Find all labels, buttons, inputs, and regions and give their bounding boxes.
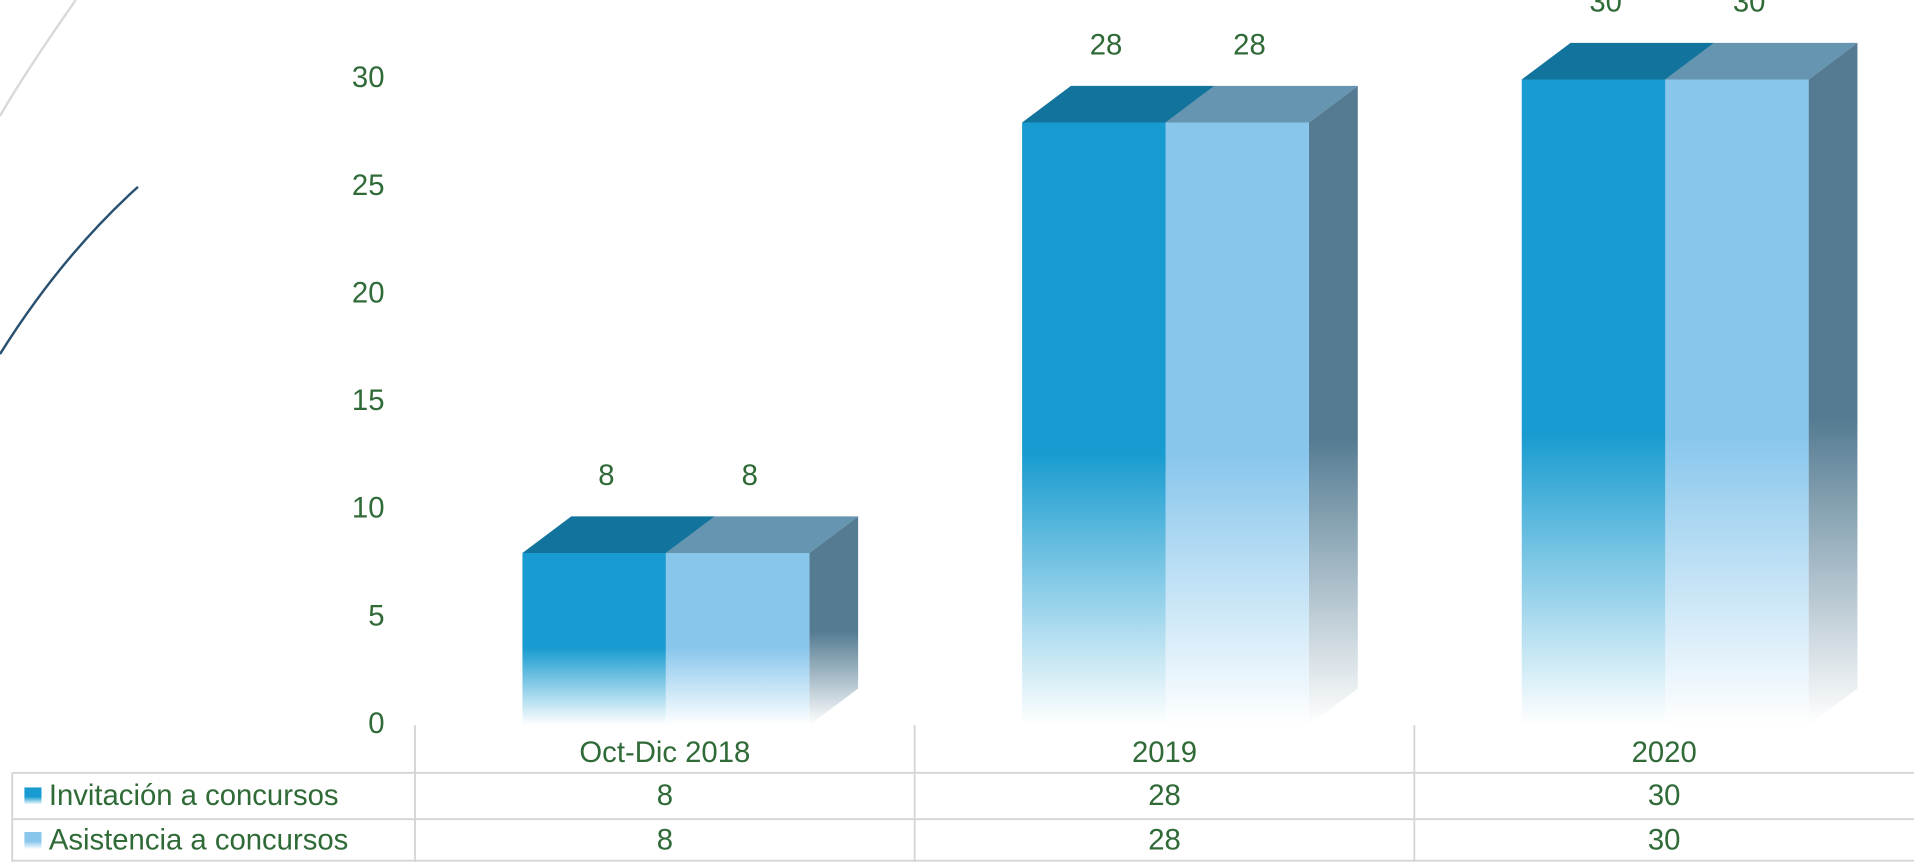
table-value: 8 <box>657 823 673 856</box>
x-tick-label: Oct-Dic 2018 <box>579 736 750 769</box>
y-tick-label: 20 <box>352 276 385 309</box>
data-label: 30 <box>1589 0 1622 19</box>
data-label: 8 <box>598 459 614 492</box>
table-value: 28 <box>1148 823 1181 856</box>
table-value: 28 <box>1148 779 1181 812</box>
data-label: 8 <box>742 459 758 492</box>
bar <box>522 552 666 726</box>
data-label: 30 <box>1733 0 1766 19</box>
decor-line <box>0 185 139 355</box>
y-tick-label: 25 <box>352 169 385 202</box>
table-value: 30 <box>1648 779 1681 812</box>
y-tick-label: 30 <box>352 61 385 94</box>
bar-top <box>1665 42 1858 80</box>
bar-top <box>1165 85 1358 123</box>
data-label: 28 <box>1233 29 1266 62</box>
y-tick-label: 10 <box>352 492 385 525</box>
x-tick-label: 2019 <box>1132 736 1197 769</box>
bar <box>665 552 810 726</box>
y-tick-label: 15 <box>352 384 385 417</box>
bar-top <box>522 516 715 553</box>
y-tick-label: 5 <box>368 599 384 632</box>
y-tick-label: 0 <box>368 707 384 740</box>
bar-side <box>1308 85 1358 726</box>
data-label: 28 <box>1090 29 1123 62</box>
x-tick-label: 2020 <box>1632 736 1697 769</box>
bar <box>1165 122 1309 726</box>
bar-side <box>1808 42 1858 726</box>
bar-top <box>1022 85 1215 123</box>
bar-top <box>665 516 859 553</box>
bar-side <box>809 516 859 726</box>
legend-label: Asistencia a concursos <box>49 823 348 856</box>
bar <box>1521 79 1666 726</box>
legend-key <box>24 787 42 805</box>
decor-line <box>0 0 77 117</box>
bar <box>1022 122 1166 726</box>
bar <box>1665 79 1809 726</box>
legend-key <box>24 831 42 850</box>
legend-label: Invitación a concursos <box>49 779 339 812</box>
table-value: 8 <box>657 779 673 812</box>
bar-top <box>1521 42 1715 80</box>
table-value: 30 <box>1648 823 1681 856</box>
